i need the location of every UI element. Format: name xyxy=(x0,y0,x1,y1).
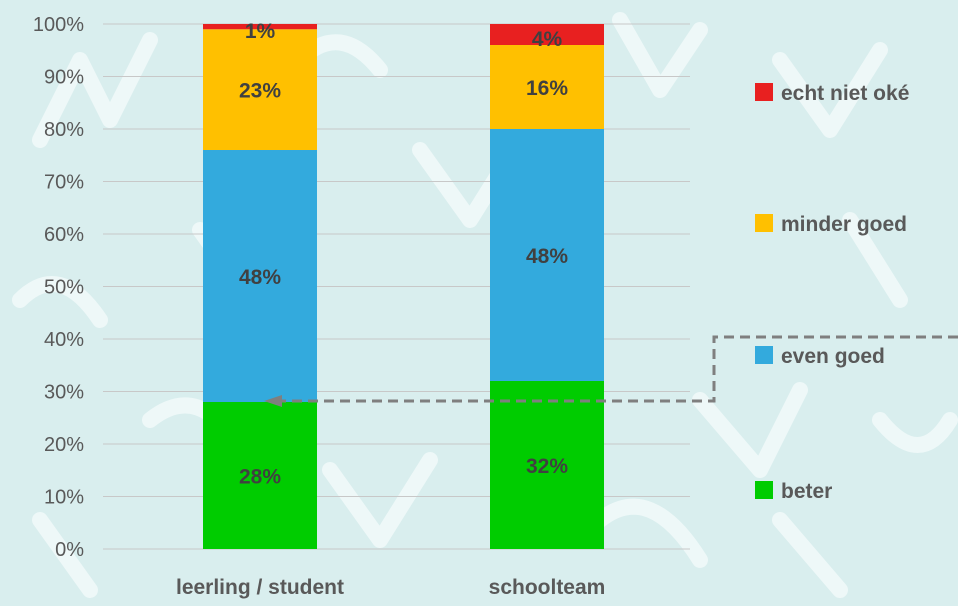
bars xyxy=(203,24,604,549)
background-doodle xyxy=(592,498,708,568)
bar-segment xyxy=(203,24,317,30)
bar-segment xyxy=(490,129,604,381)
legend: echt niet oké minder goed even goed beter xyxy=(755,82,909,503)
y-tick-label: 90% xyxy=(44,67,84,89)
y-tick-label: 30% xyxy=(44,382,84,404)
bar-segment xyxy=(490,24,604,45)
background-doodle xyxy=(322,452,438,548)
y-tick-label: 0% xyxy=(55,539,84,561)
legend-label: even goed xyxy=(781,345,885,368)
background-doodle xyxy=(772,512,848,598)
y-tick-label: 60% xyxy=(44,224,84,246)
bar-segment xyxy=(490,381,604,549)
legend-label: beter xyxy=(781,480,832,503)
y-tick-label: 50% xyxy=(44,277,84,299)
bar-segment xyxy=(203,402,317,549)
data-label: 48% xyxy=(239,266,281,289)
y-tick-label: 40% xyxy=(44,329,84,351)
data-label: 23% xyxy=(239,80,281,103)
data-label: 32% xyxy=(526,455,568,478)
legend-swatch xyxy=(755,83,773,101)
data-label: 48% xyxy=(526,245,568,268)
background-doodle xyxy=(872,412,958,453)
bar-segment xyxy=(203,29,317,150)
data-label: 4% xyxy=(532,28,563,51)
bar-segment xyxy=(490,45,604,129)
background-doodle xyxy=(842,212,908,308)
y-tick-label: 100% xyxy=(33,14,84,36)
y-tick-label: 80% xyxy=(44,119,84,141)
background-doodle xyxy=(772,42,888,138)
background-doodle xyxy=(12,276,108,328)
annotation-arrow xyxy=(264,335,958,407)
legend-swatch xyxy=(755,481,773,499)
background-doodle xyxy=(32,512,98,598)
x-category-label: schoolteam xyxy=(489,576,606,599)
background-doodle xyxy=(32,32,158,148)
data-label: 16% xyxy=(526,77,568,100)
y-tick-label: 20% xyxy=(44,434,84,456)
y-tick-label: 10% xyxy=(44,487,84,509)
legend-label: minder goed xyxy=(781,213,907,236)
y-axis-ticks: 0% 10% 20% 30% 40% 50% 60% 70% 80% 90% 100% xyxy=(33,14,84,561)
data-label: 28% xyxy=(239,466,281,489)
y-tick-label: 70% xyxy=(44,172,84,194)
x-category-label: leerling / student xyxy=(176,576,344,599)
legend-swatch xyxy=(755,346,773,364)
bar-segment xyxy=(203,150,317,402)
x-axis-categories: leerling / student schoolteam xyxy=(176,576,605,599)
background-doodle xyxy=(692,382,808,478)
annotation-arrowhead xyxy=(264,395,282,407)
legend-label: echt niet oké xyxy=(781,82,909,105)
data-labels: 28% 48% 23% 1% 32% 48% 16% 4% xyxy=(239,20,568,489)
data-label: 1% xyxy=(245,20,276,43)
legend-swatch xyxy=(755,214,773,232)
background-doodle-pattern xyxy=(12,12,958,598)
background-doodle xyxy=(612,12,708,98)
annotation-dashed-line xyxy=(282,335,958,403)
